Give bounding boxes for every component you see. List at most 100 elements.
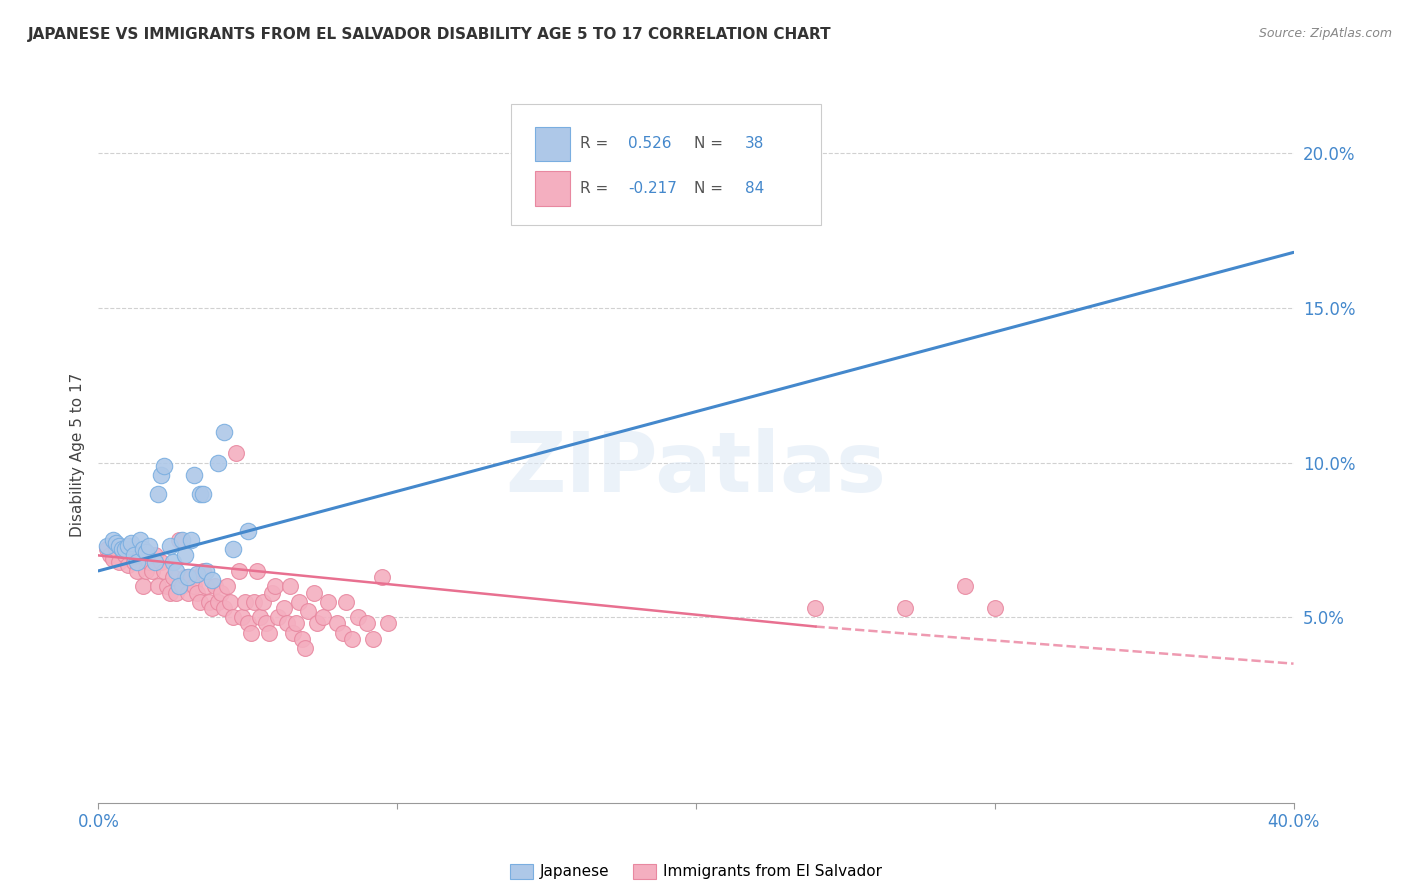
Point <box>132 579 155 593</box>
Text: 38: 38 <box>745 136 765 152</box>
Point <box>194 564 218 578</box>
Point <box>281 625 304 640</box>
Point <box>183 468 205 483</box>
Point <box>148 579 170 593</box>
Point <box>129 549 152 563</box>
Point <box>191 486 214 500</box>
Point <box>260 585 283 599</box>
Point <box>194 579 218 593</box>
Point <box>162 570 184 584</box>
Y-axis label: Disability Age 5 to 17: Disability Age 5 to 17 <box>69 373 84 537</box>
Point <box>108 539 131 553</box>
Point <box>153 458 176 473</box>
Point <box>124 549 146 563</box>
Point <box>356 616 378 631</box>
Point <box>159 539 181 553</box>
Point <box>96 542 118 557</box>
Point <box>201 601 224 615</box>
Point <box>177 585 200 599</box>
Point <box>150 468 173 483</box>
Point <box>103 533 125 547</box>
Point <box>111 542 134 557</box>
Text: -0.217: -0.217 <box>628 181 676 196</box>
Text: 0.526: 0.526 <box>628 136 671 152</box>
FancyBboxPatch shape <box>510 103 821 226</box>
Point <box>186 585 208 599</box>
Point <box>239 625 262 640</box>
Point <box>127 555 149 569</box>
Point <box>377 616 399 631</box>
Point <box>174 549 197 563</box>
Point <box>287 595 309 609</box>
Point <box>177 570 200 584</box>
Point <box>273 601 295 615</box>
Point <box>135 564 157 578</box>
Point <box>294 641 316 656</box>
Point <box>236 616 259 631</box>
Point <box>96 539 118 553</box>
Point <box>124 555 146 569</box>
Point <box>212 601 235 615</box>
Point <box>143 555 166 569</box>
Point <box>243 595 266 609</box>
Text: ZIPatlas: ZIPatlas <box>506 428 886 509</box>
Point <box>191 564 214 578</box>
Point <box>318 595 340 609</box>
Point <box>332 625 354 640</box>
Point <box>246 564 269 578</box>
Point <box>284 616 307 631</box>
Point <box>219 595 242 609</box>
Point <box>143 549 166 563</box>
Point <box>174 570 197 584</box>
Text: JAPANESE VS IMMIGRANTS FROM EL SALVADOR DISABILITY AGE 5 TO 17 CORRELATION CHART: JAPANESE VS IMMIGRANTS FROM EL SALVADOR … <box>28 27 832 42</box>
Text: R =: R = <box>581 181 613 196</box>
Point <box>335 595 357 609</box>
Point <box>252 595 274 609</box>
Point <box>233 595 256 609</box>
Point <box>302 585 325 599</box>
Point <box>225 446 247 460</box>
Point <box>207 595 229 609</box>
Point <box>120 536 142 550</box>
Point <box>222 610 245 624</box>
Point <box>165 564 187 578</box>
Point <box>180 533 202 547</box>
Point <box>117 539 139 553</box>
Point <box>276 616 298 631</box>
Point <box>209 585 232 599</box>
Point <box>127 564 149 578</box>
Point <box>204 579 226 593</box>
Point <box>108 555 131 569</box>
Point <box>263 579 285 593</box>
Point <box>257 625 280 640</box>
Point <box>162 555 184 569</box>
Point <box>278 579 301 593</box>
Point <box>624 193 647 207</box>
Point <box>105 536 128 550</box>
Point <box>311 610 333 624</box>
Point <box>129 533 152 547</box>
Point <box>183 579 205 593</box>
Point <box>290 632 312 646</box>
Point <box>953 579 976 593</box>
Point <box>167 533 190 547</box>
Point <box>186 566 208 581</box>
Point <box>103 551 125 566</box>
Point <box>159 585 181 599</box>
Legend: Japanese, Immigrants from El Salvador: Japanese, Immigrants from El Salvador <box>503 857 889 886</box>
Point <box>120 542 142 557</box>
Point <box>114 542 136 557</box>
Point <box>141 564 163 578</box>
Point <box>371 570 394 584</box>
Point <box>172 533 194 547</box>
Point <box>105 542 128 557</box>
Point <box>201 573 224 587</box>
Point <box>156 579 179 593</box>
Point <box>180 570 202 584</box>
Point <box>326 616 349 631</box>
Point <box>172 579 194 593</box>
Text: N =: N = <box>693 181 727 196</box>
Point <box>804 601 827 615</box>
Point <box>138 555 160 569</box>
Point <box>254 616 277 631</box>
